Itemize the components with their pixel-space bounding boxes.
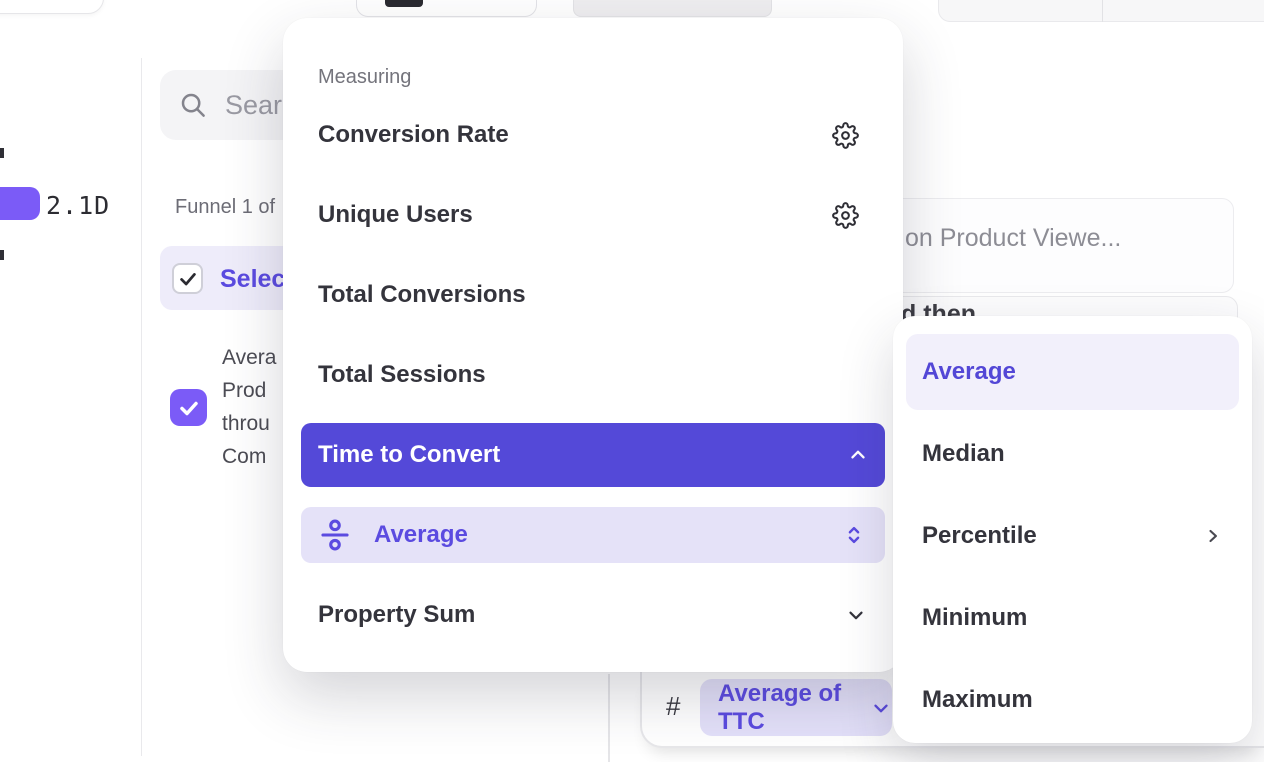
top-left-card-fragment xyxy=(0,0,104,14)
aggregation-submenu: Average Median Percentile Minimum Maximu… xyxy=(893,316,1252,743)
metric-type-symbol: # xyxy=(666,691,681,721)
submenu-item-label: Average xyxy=(922,358,1016,385)
submenu-item-percentile[interactable]: Percentile xyxy=(906,498,1239,574)
funnel-pagination-label: Funnel 1 of xyxy=(175,196,276,218)
sort-updown-icon xyxy=(843,524,865,546)
top-right-panel-fragment xyxy=(938,0,1264,22)
chevron-down-icon xyxy=(870,697,892,719)
bottom-panel-divider xyxy=(608,674,610,762)
average-divide-icon xyxy=(318,518,352,552)
edge-tick xyxy=(0,250,4,260)
gear-icon[interactable] xyxy=(832,121,859,149)
menu-item-label: Total Conversions xyxy=(318,281,526,308)
top-right-panel-divider xyxy=(1102,0,1103,22)
menu-item-time-to-convert-selected[interactable]: Time to Convert xyxy=(301,423,885,487)
submenu-item-label: Maximum xyxy=(922,686,1033,713)
checkmark-icon xyxy=(179,272,196,285)
left-panel-divider xyxy=(141,58,142,756)
toolbar-button-gray[interactable] xyxy=(573,0,772,17)
submenu-item-average-selected[interactable]: Average xyxy=(906,334,1239,410)
metric-dropdown[interactable]: Average of TTC xyxy=(700,679,892,736)
step-badge-label: 2.1D xyxy=(46,191,111,220)
submenu-item-maximum[interactable]: Maximum xyxy=(906,662,1239,738)
menu-item-label: Total Sessions xyxy=(318,361,486,388)
search-placeholder: Sear xyxy=(225,89,283,120)
submenu-item-minimum[interactable]: Minimum xyxy=(906,580,1239,656)
step-description-line: Prod xyxy=(222,379,267,402)
menu-item-unique-users[interactable]: Unique Users xyxy=(301,183,885,247)
chevron-up-icon xyxy=(847,444,869,466)
menu-subitem-average[interactable]: Average xyxy=(301,507,885,563)
menu-item-total-sessions[interactable]: Total Sessions xyxy=(301,343,885,407)
submenu-item-label: Median xyxy=(922,440,1005,467)
step-description-line: Com xyxy=(222,445,267,468)
menu-item-label: Conversion Rate xyxy=(318,121,509,148)
event-card-title: on Product Viewe... xyxy=(905,224,1122,252)
step-badge xyxy=(0,187,40,220)
metric-dropdown-label: Average of TTC xyxy=(718,679,842,735)
edge-tick xyxy=(0,148,4,158)
submenu-item-label: Percentile xyxy=(922,522,1037,549)
submenu-item-median[interactable]: Median xyxy=(906,416,1239,492)
toolbar-button-light[interactable] xyxy=(356,0,537,17)
menu-item-label: Time to Convert xyxy=(318,441,501,468)
checkmark-icon xyxy=(179,401,198,415)
step-checkbox-checked[interactable] xyxy=(170,389,207,426)
select-all-checkbox[interactable] xyxy=(172,263,203,294)
measuring-menu: Measuring Conversion Rate Unique Users T… xyxy=(283,18,903,672)
search-icon xyxy=(178,90,208,120)
menu-item-total-conversions[interactable]: Total Conversions xyxy=(301,263,885,327)
menu-item-property-sum[interactable]: Property Sum xyxy=(301,583,885,647)
chevron-down-icon xyxy=(845,604,867,626)
measuring-menu-header: Measuring xyxy=(318,66,412,88)
menu-item-conversion-rate[interactable]: Conversion Rate xyxy=(301,103,885,167)
select-all-label: Selec xyxy=(220,265,286,293)
chevron-right-icon xyxy=(1203,526,1223,546)
submenu-item-label: Minimum xyxy=(922,604,1028,631)
step-description: Avera Prod throu Com xyxy=(222,341,276,473)
step-description-line: throu xyxy=(222,412,270,435)
menu-subitem-label: Average xyxy=(374,521,468,548)
step-description-line: Avera xyxy=(222,346,277,369)
gear-icon[interactable] xyxy=(832,201,859,229)
toolbar-button-glyph xyxy=(385,0,423,7)
menu-item-label: Unique Users xyxy=(318,201,473,228)
menu-item-label: Property Sum xyxy=(318,601,476,628)
